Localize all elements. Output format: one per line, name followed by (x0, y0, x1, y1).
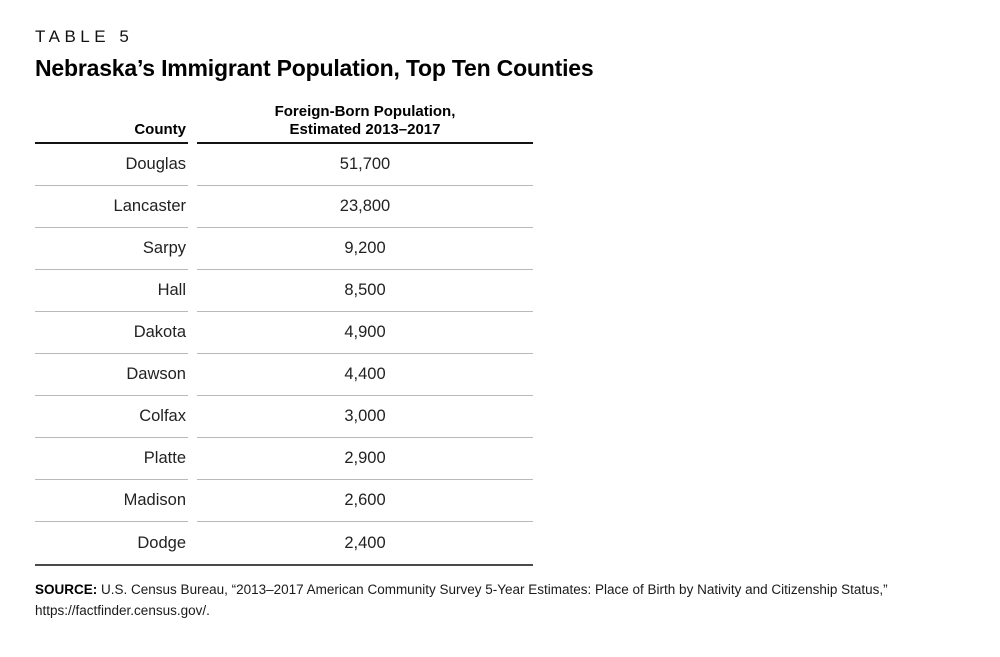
table-bottom-rule (35, 564, 533, 566)
county-cell: Dakota (35, 312, 188, 354)
county-cell: Platte (35, 438, 188, 480)
population-cell: 51,700 (197, 144, 533, 186)
table-number-label: TABLE 5 (35, 27, 134, 46)
population-cell: 4,400 (197, 354, 533, 396)
population-cell: 3,000 (197, 396, 533, 438)
county-cell: Colfax (35, 396, 188, 438)
table-row: Platte 2,900 (35, 438, 533, 480)
column-header-population-line2: Estimated 2013–2017 (289, 121, 441, 138)
report-page: TABLE 5 Nebraska’s Immigrant Population,… (35, 27, 960, 621)
table-row: Lancaster 23,800 (35, 186, 533, 228)
county-cell: Sarpy (35, 228, 188, 270)
population-cell: 9,200 (197, 228, 533, 270)
population-cell: 4,900 (197, 312, 533, 354)
county-cell: Dawson (35, 354, 188, 396)
table-row: Hall 8,500 (35, 270, 533, 312)
county-cell: Hall (35, 270, 188, 312)
table-row: Colfax 3,000 (35, 396, 533, 438)
source-label: SOURCE: (35, 582, 98, 597)
county-cell: Lancaster (35, 186, 188, 228)
county-cell: Madison (35, 480, 188, 522)
population-cell: 8,500 (197, 270, 533, 312)
table-row: Dawson 4,400 (35, 354, 533, 396)
table-row: Dodge 2,400 (35, 522, 533, 564)
table-row: Madison 2,600 (35, 480, 533, 522)
column-header-population-line1: Foreign-Born Population, (274, 103, 456, 120)
county-cell: Douglas (35, 144, 188, 186)
source-note: SOURCE: U.S. Census Bureau, “2013–2017 A… (35, 579, 960, 621)
source-text: U.S. Census Bureau, “2013–2017 American … (101, 582, 888, 597)
population-cell: 2,400 (344, 533, 386, 552)
source-url: https://factfinder.census.gov/. (35, 603, 210, 618)
table-row: Sarpy 9,200 (35, 228, 533, 270)
table-row: Dakota 4,900 (35, 312, 533, 354)
table-title: Nebraska’s Immigrant Population, Top Ten… (35, 55, 594, 81)
immigrant-population-table: County Foreign-Born Population, Estimate… (35, 103, 533, 566)
population-cell: 2,600 (197, 480, 533, 522)
column-header-population: Foreign-Born Population, Estimated 2013–… (197, 103, 533, 144)
table-header-row: County Foreign-Born Population, Estimate… (35, 103, 533, 144)
population-cell: 2,900 (197, 438, 533, 480)
county-cell: Dodge (137, 533, 186, 552)
table-body: Douglas 51,700 Lancaster 23,800 Sarpy 9,… (35, 144, 533, 564)
column-header-county: County (35, 103, 188, 144)
table-row: Douglas 51,700 (35, 144, 533, 186)
population-cell: 23,800 (197, 186, 533, 228)
